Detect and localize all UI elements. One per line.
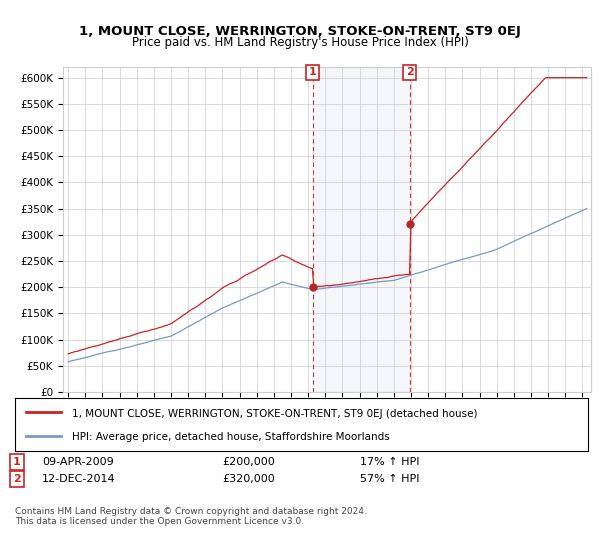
Text: HPI: Average price, detached house, Staffordshire Moorlands: HPI: Average price, detached house, Staf… <box>73 432 390 442</box>
Text: 57% ↑ HPI: 57% ↑ HPI <box>360 474 419 484</box>
Text: £200,000: £200,000 <box>222 457 275 467</box>
Text: 17% ↑ HPI: 17% ↑ HPI <box>360 457 419 467</box>
Text: 1, MOUNT CLOSE, WERRINGTON, STOKE-ON-TRENT, ST9 0EJ (detached house): 1, MOUNT CLOSE, WERRINGTON, STOKE-ON-TRE… <box>73 409 478 418</box>
Text: £320,000: £320,000 <box>222 474 275 484</box>
Text: 1: 1 <box>309 67 317 77</box>
Text: Contains HM Land Registry data © Crown copyright and database right 2024.
This d: Contains HM Land Registry data © Crown c… <box>15 507 367 526</box>
Bar <box>313 67 410 392</box>
Text: 12-DEC-2014: 12-DEC-2014 <box>42 474 116 484</box>
Text: 2: 2 <box>406 67 413 77</box>
Text: 1, MOUNT CLOSE, WERRINGTON, STOKE-ON-TRENT, ST9 0EJ: 1, MOUNT CLOSE, WERRINGTON, STOKE-ON-TRE… <box>79 25 521 38</box>
Text: 2: 2 <box>13 474 20 484</box>
Text: Price paid vs. HM Land Registry's House Price Index (HPI): Price paid vs. HM Land Registry's House … <box>131 36 469 49</box>
Text: 09-APR-2009: 09-APR-2009 <box>42 457 114 467</box>
Text: 1: 1 <box>13 457 20 467</box>
